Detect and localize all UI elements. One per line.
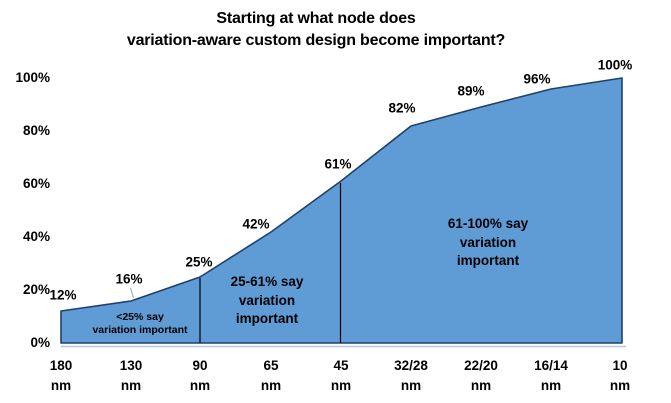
x-tick-unit: nm xyxy=(330,378,352,393)
area-series xyxy=(60,77,623,344)
x-tick-unit: nm xyxy=(189,378,211,393)
data-label-16-14nm: 96% xyxy=(523,71,551,87)
data-label-10nm: 100% xyxy=(597,57,633,73)
x-tick-value: 90 xyxy=(192,358,208,373)
x-tick-value: 32/28 xyxy=(394,358,428,373)
x-tick-unit: nm xyxy=(540,378,562,393)
chart-title-line-2: variation-aware custom design become imp… xyxy=(126,32,506,49)
data-label-180nm: 12% xyxy=(49,287,77,303)
y-axis-tick-100: 100% xyxy=(15,70,50,85)
y-axis-tick-0: 0% xyxy=(30,335,50,350)
x-axis-tick-180nm: 180 nm xyxy=(50,356,73,396)
x-tick-value: 130 xyxy=(119,358,143,373)
x-axis-tick-65nm: 65 nm xyxy=(261,356,281,396)
x-tick-value: 180 xyxy=(49,358,73,373)
annotation-line: 61-100% say xyxy=(447,216,529,231)
annotation-line: 25-61% say xyxy=(230,274,304,289)
y-axis-tick-40: 40% xyxy=(22,229,50,244)
y-axis-tick-80: 80% xyxy=(22,123,50,138)
y-axis-tick-60: 60% xyxy=(22,176,50,191)
data-label-22-20nm: 89% xyxy=(457,83,485,99)
data-label-130nm: 16% xyxy=(115,271,143,287)
x-axis-tick-10nm: 10 nm xyxy=(610,356,630,396)
data-label-65nm: 42% xyxy=(242,216,270,232)
x-tick-unit: nm xyxy=(260,378,282,393)
x-axis-tick-130nm: 130 nm xyxy=(120,356,143,396)
x-tick-unit: nm xyxy=(470,378,492,393)
x-axis-tick-22-20nm: 22/20 nm xyxy=(464,356,498,396)
x-tick-value: 22/20 xyxy=(464,358,498,373)
data-label-90nm: 25% xyxy=(185,254,213,270)
x-tick-unit: nm xyxy=(400,378,422,393)
x-axis-tick-45nm: 45 nm xyxy=(331,356,351,396)
chart-title-line-1: Starting at what node does xyxy=(216,10,416,27)
x-tick-unit: nm xyxy=(609,378,631,393)
x-tick-value: 65 xyxy=(263,358,279,373)
x-tick-value: 10 xyxy=(612,358,628,373)
x-axis-tick-16-14nm: 16/14 nm xyxy=(534,356,568,396)
x-tick-value: 45 xyxy=(333,358,349,373)
annotation-line: <25% say xyxy=(116,311,164,323)
x-tick-unit: nm xyxy=(120,378,142,393)
y-axis-tick-20: 20% xyxy=(22,282,50,297)
annotation-under-25: <25% say variation important xyxy=(92,311,187,337)
annotation-line: variation xyxy=(459,234,517,250)
annotation-line: variation important xyxy=(92,324,188,336)
data-label-45nm: 61% xyxy=(324,156,352,172)
label-16-leader-line xyxy=(130,287,134,299)
annotation-61-100: 61-100% say variation important xyxy=(448,215,528,271)
annotation-line: important xyxy=(235,311,299,326)
x-tick-unit: nm xyxy=(50,378,72,393)
data-label-32-28nm: 82% xyxy=(388,100,416,116)
chart-title: Starting at what node does variation-awa… xyxy=(16,8,616,52)
x-axis-tick-32-28nm: 32/28 nm xyxy=(394,356,428,396)
annotation-line: variation xyxy=(238,292,296,308)
annotation-25-61: 25-61% say variation important xyxy=(231,273,304,329)
x-tick-value: 16/14 xyxy=(534,358,568,373)
x-axis-tick-90nm: 90 nm xyxy=(190,356,210,396)
annotation-line: important xyxy=(456,253,520,268)
